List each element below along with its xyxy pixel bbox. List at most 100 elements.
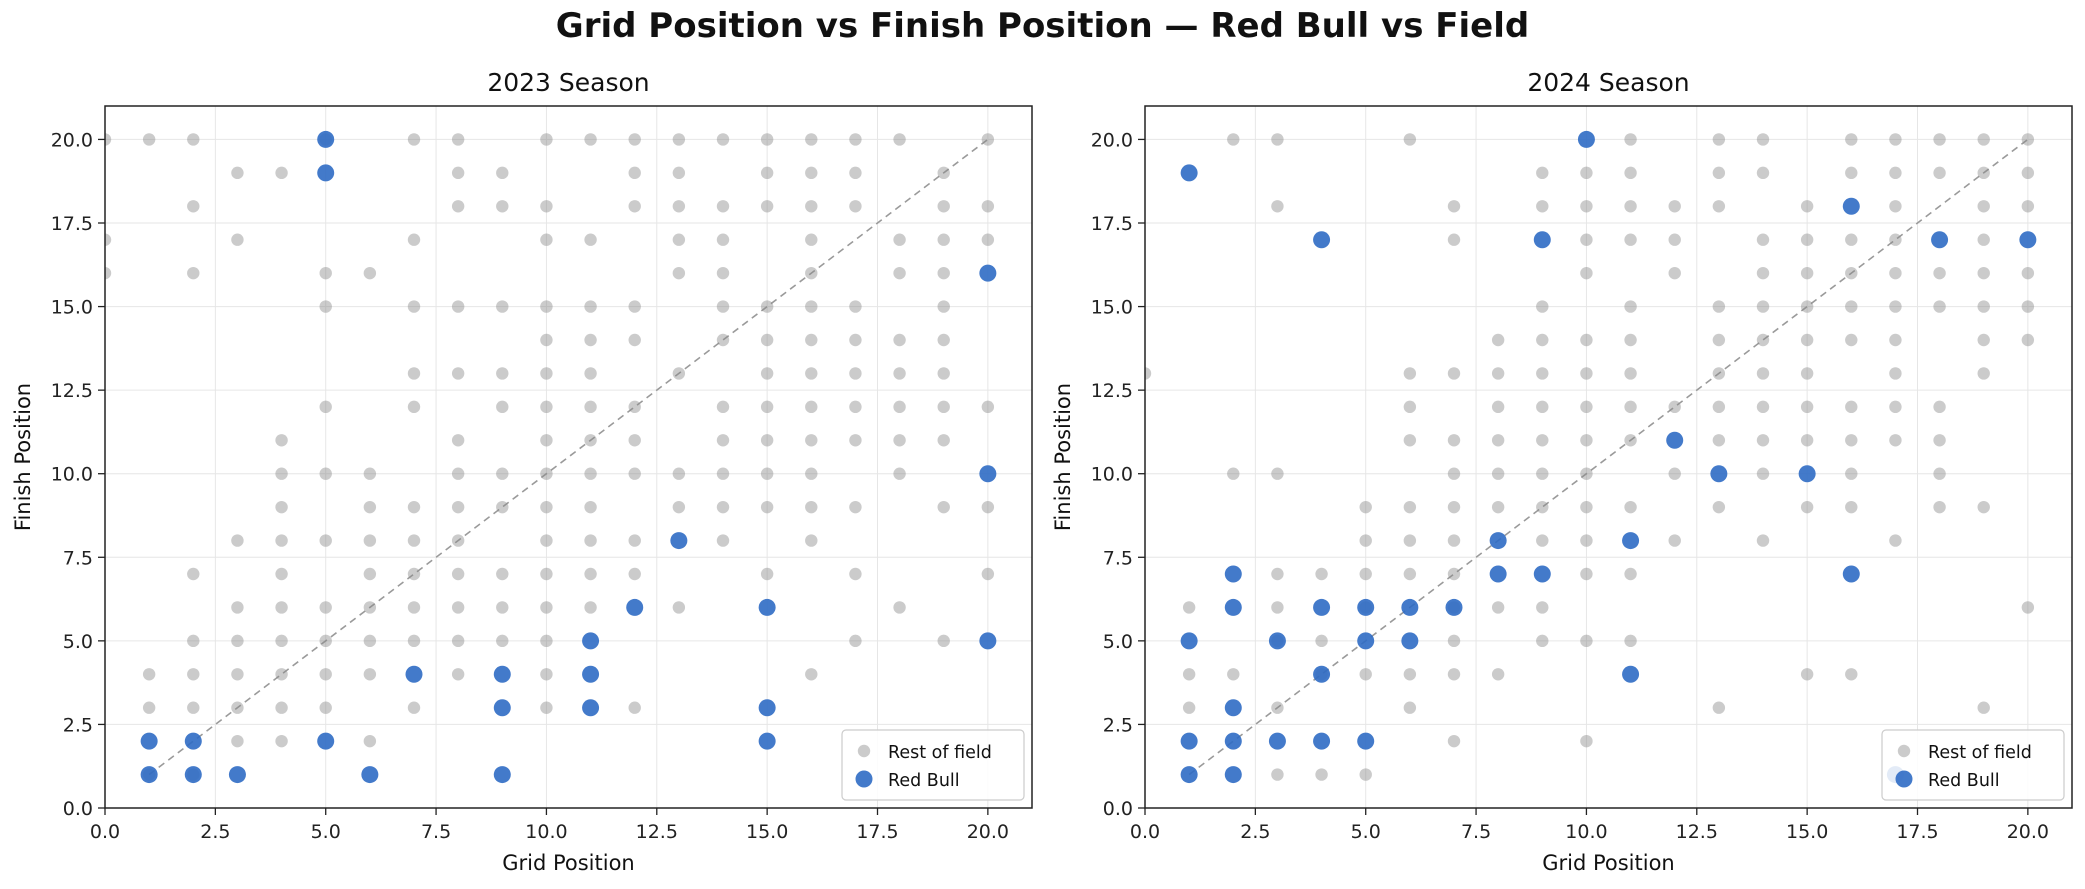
field-point	[1315, 768, 1328, 781]
field-point	[407, 400, 421, 414]
x-tick-label: 20.0	[2007, 821, 2049, 843]
field-point	[363, 634, 377, 648]
field-point	[893, 233, 906, 246]
field-point	[319, 467, 332, 480]
field-point	[275, 734, 288, 748]
field-point	[275, 701, 288, 714]
field-point	[540, 467, 553, 480]
field-point	[716, 266, 730, 280]
scatter-points	[1145, 130, 2037, 784]
field-point	[275, 166, 288, 180]
y-tick-label: 7.5	[63, 547, 93, 569]
field-point	[363, 601, 377, 614]
field-point	[1889, 266, 1902, 280]
field-point	[1403, 500, 1417, 514]
redbull-point	[1268, 632, 1286, 650]
redbull-point	[317, 164, 335, 182]
field-point	[805, 434, 818, 447]
field-point	[1227, 467, 1240, 480]
field-point	[407, 500, 421, 514]
field-point	[496, 367, 509, 380]
redbull-point	[1313, 231, 1331, 249]
field-point	[407, 634, 421, 648]
field-point	[937, 200, 950, 213]
field-point	[672, 166, 686, 180]
field-point	[1977, 701, 1990, 714]
field-point	[231, 534, 244, 547]
field-point	[540, 367, 553, 380]
field-point	[2021, 601, 2035, 614]
field-point	[1491, 367, 1505, 380]
field-point	[1447, 500, 1461, 514]
field-point	[1580, 434, 1593, 447]
field-point	[451, 367, 465, 380]
redbull-point	[1445, 598, 1463, 616]
field-point	[1712, 367, 1726, 380]
redbull-point	[582, 699, 600, 717]
field-point	[1889, 133, 1902, 146]
field-point	[1536, 200, 1549, 213]
field-point	[2021, 166, 2035, 180]
field-point	[1536, 367, 1549, 380]
field-point	[540, 333, 553, 347]
field-point	[1712, 400, 1726, 414]
field-point	[1845, 300, 1858, 313]
field-point	[451, 668, 465, 681]
field-point	[628, 300, 641, 313]
field-point	[540, 400, 553, 414]
redbull-point	[1224, 732, 1242, 750]
field-point	[1403, 367, 1417, 380]
field-point	[1580, 734, 1593, 748]
field-point	[1800, 434, 1814, 447]
field-point	[849, 367, 862, 380]
field-point	[584, 434, 597, 447]
field-point	[760, 567, 774, 581]
field-point	[584, 467, 597, 480]
field-point	[1536, 500, 1549, 514]
field-point	[275, 634, 288, 648]
x-axis-label: Grid Position	[1542, 851, 1675, 875]
redbull-point	[1224, 766, 1242, 784]
field-point	[672, 500, 686, 514]
field-point	[1933, 166, 1946, 180]
field-point	[540, 434, 553, 447]
x-tick-label: 2.5	[1240, 821, 1270, 843]
field-point	[2021, 333, 2035, 347]
field-point	[1271, 768, 1284, 781]
field-point	[407, 701, 421, 714]
field-point	[849, 166, 862, 180]
field-point	[1227, 668, 1240, 681]
field-point	[805, 333, 818, 347]
redbull-point	[1533, 565, 1551, 583]
legend-box	[841, 729, 1025, 801]
field-point	[716, 333, 730, 347]
field-point	[540, 534, 553, 547]
field-point	[760, 300, 774, 313]
field-point	[1536, 601, 1549, 614]
field-point	[849, 333, 862, 347]
field-point	[1712, 434, 1726, 447]
field-point	[1756, 300, 1770, 313]
field-point	[1845, 166, 1858, 180]
field-point	[1889, 534, 1902, 547]
field-point	[451, 200, 465, 213]
field-point	[584, 300, 597, 313]
field-point	[1668, 266, 1681, 280]
field-point	[540, 567, 553, 581]
field-point	[893, 367, 906, 380]
y-axis-label: Finish Position	[11, 383, 35, 531]
field-point	[1889, 333, 1902, 347]
field-point	[1845, 133, 1858, 146]
field-point	[1756, 434, 1770, 447]
field-point	[1491, 467, 1505, 480]
field-point	[231, 734, 244, 748]
redbull-point	[1489, 565, 1507, 583]
x-tick-label: 10.0	[525, 821, 567, 843]
field-point	[1403, 133, 1417, 146]
field-point	[1845, 668, 1858, 681]
field-point	[105, 133, 112, 146]
field-point	[849, 567, 862, 581]
x-tick-label: 15.0	[1786, 821, 1828, 843]
field-point	[1800, 233, 1814, 246]
